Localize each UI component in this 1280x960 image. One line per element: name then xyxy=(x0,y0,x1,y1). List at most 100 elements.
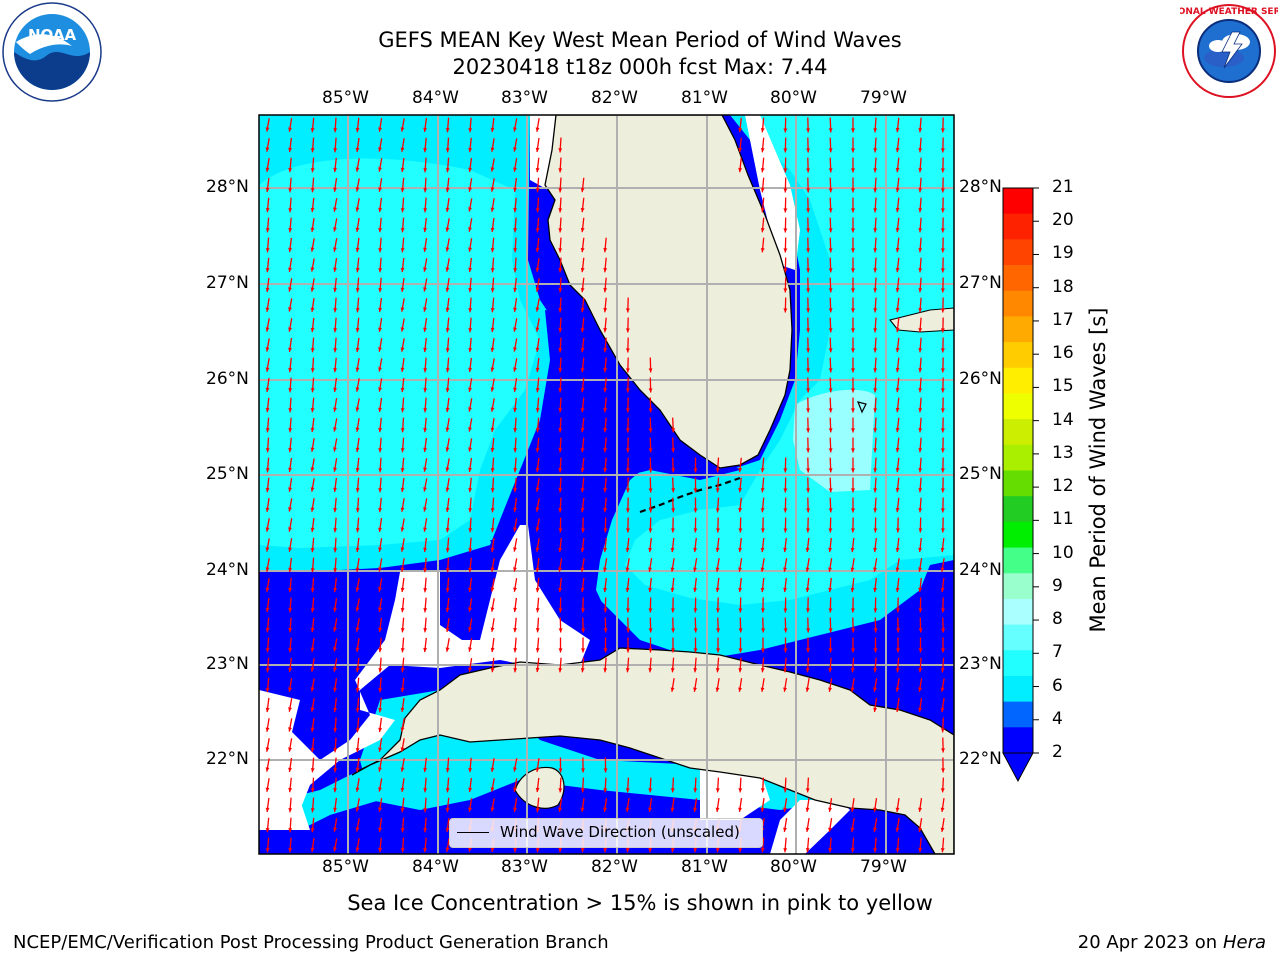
wind-wave-arrowhead xyxy=(310,608,315,613)
wind-wave-arrowhead xyxy=(513,567,517,572)
wind-wave-arrowhead xyxy=(535,228,540,233)
wind-wave-arrowhead xyxy=(558,468,563,473)
wind-wave-arrowhead xyxy=(265,167,270,172)
wind-wave-arrowhead xyxy=(468,348,473,353)
wind-wave-arrowhead xyxy=(828,668,833,673)
wind-wave-arrowhead xyxy=(445,627,450,632)
wind-wave-arrowhead xyxy=(468,847,472,852)
wind-wave-arrowhead xyxy=(513,147,517,152)
lon-label-bottom-83: 83°W xyxy=(501,857,548,877)
wind-wave-arrowhead xyxy=(423,307,427,312)
wind-wave-arrowhead xyxy=(558,668,563,673)
wind-wave-arrowhead xyxy=(828,587,833,593)
wind-wave-arrowhead xyxy=(558,788,563,793)
wind-wave-arrowhead xyxy=(738,528,743,533)
wind-wave-arrowhead xyxy=(828,848,833,853)
wind-wave-arrowhead xyxy=(265,147,270,152)
wind-wave-arrowhead xyxy=(265,547,270,552)
wind-wave-arrowhead xyxy=(535,507,540,512)
wind-wave-arrowhead xyxy=(580,547,585,553)
wind-wave-arrowhead xyxy=(333,247,337,252)
lat-label-left-26: 26°N xyxy=(206,369,249,389)
wind-wave-arrowhead xyxy=(400,287,405,292)
wind-wave-arrowhead xyxy=(851,228,855,233)
wind-wave-arrowhead xyxy=(423,647,428,653)
wind-wave-arrowhead xyxy=(603,807,607,812)
cuba-land xyxy=(351,647,954,854)
colorbar-tick-label: 19 xyxy=(1052,243,1074,264)
wind-wave-arrowhead xyxy=(626,528,630,533)
wind-wave-arrowhead xyxy=(760,508,765,513)
wind-wave-arrowhead xyxy=(355,508,360,513)
wind-wave-arrowhead xyxy=(873,188,878,193)
wind-wave-arrowhead xyxy=(895,567,900,572)
wind-wave-arrowhead xyxy=(895,147,900,153)
lon-label-top-79: 79°W xyxy=(860,88,907,108)
wind-wave-arrowhead xyxy=(355,268,360,273)
wind-wave-arrowhead xyxy=(648,788,653,793)
wind-wave-arrowhead xyxy=(468,288,473,293)
wind-wave-arrowhead xyxy=(918,128,923,133)
wind-wave-arrowhead xyxy=(445,548,450,553)
wind-wave-arrowhead xyxy=(738,487,743,493)
wind-wave-arrowhead xyxy=(265,307,270,312)
wind-wave-arrowhead xyxy=(940,848,945,853)
wind-wave-arrowhead xyxy=(333,587,338,593)
wind-wave-arrowhead xyxy=(828,228,833,233)
colorbar-segment xyxy=(1003,419,1033,446)
wind-wave-arrowhead xyxy=(805,788,810,793)
wind-wave-arrowhead xyxy=(850,587,855,593)
wind-wave-arrowhead xyxy=(558,587,563,593)
wind-wave-arrowhead xyxy=(580,368,585,373)
wind-wave-arrowhead xyxy=(378,468,383,473)
wind-wave-arrowhead xyxy=(760,168,765,173)
lat-label-right-27: 27°N xyxy=(959,273,1002,293)
wind-wave-arrowhead xyxy=(378,847,383,853)
wind-wave-arrowhead xyxy=(738,127,743,133)
wind-wave-arrowhead xyxy=(423,388,428,393)
wind-wave-arrowhead xyxy=(558,488,563,493)
wind-wave-arrowhead xyxy=(535,127,540,132)
wind-wave-arrowhead xyxy=(828,348,833,353)
wind-wave-arrowhead xyxy=(940,587,945,593)
wind-wave-arrowhead xyxy=(895,367,900,373)
wind-wave-arrowhead xyxy=(445,827,450,832)
wind-wave-arrowhead xyxy=(828,648,833,653)
wind-wave-arrowhead xyxy=(581,768,585,773)
wind-wave-arrowhead xyxy=(490,847,495,852)
noaa-logo: NOAA xyxy=(2,2,102,102)
wind-wave-arrowhead xyxy=(873,628,878,633)
wind-wave-arrowhead xyxy=(806,528,810,533)
wind-wave-arrowhead xyxy=(288,367,293,373)
wind-wave-arrowhead xyxy=(918,608,923,613)
wind-wave-arrowhead xyxy=(580,308,585,313)
wind-wave-arrowhead xyxy=(603,288,608,293)
wind-wave-arrowhead xyxy=(310,207,315,213)
wind-wave-arrowhead xyxy=(310,348,315,353)
wind-wave-arrowhead xyxy=(310,388,315,393)
wind-wave-arrowhead xyxy=(918,208,923,213)
wind-wave-arrowhead xyxy=(355,227,360,232)
colorbar-tick-label: 20 xyxy=(1052,210,1074,231)
wind-wave-arrowhead xyxy=(716,648,720,653)
wind-wave-arrowhead xyxy=(333,768,338,773)
colorbar-tick-label: 2 xyxy=(1052,742,1063,762)
wind-wave-arrowhead xyxy=(535,208,540,213)
wind-wave-arrowhead xyxy=(581,628,586,633)
wind-wave-arrowhead xyxy=(265,228,270,233)
wind-wave-arrowhead xyxy=(783,567,787,572)
wind-wave-arrowhead xyxy=(648,488,653,493)
wind-wave-arrowhead xyxy=(760,488,765,493)
wind-wave-arrowhead xyxy=(806,448,810,453)
wind-wave-arrowhead xyxy=(400,448,405,453)
wind-wave-arrowhead xyxy=(333,207,337,212)
wind-wave-arrowhead xyxy=(873,168,878,173)
wind-wave-arrowhead xyxy=(423,507,427,512)
wind-wave-arrowhead xyxy=(490,627,495,632)
wind-wave-arrowhead xyxy=(513,848,518,853)
colorbar-tick-label: 11 xyxy=(1052,509,1074,530)
colorbar-tick-label: 4 xyxy=(1052,708,1063,729)
wind-wave-arrowhead xyxy=(918,288,923,293)
wind-wave-arrowhead xyxy=(423,287,427,292)
